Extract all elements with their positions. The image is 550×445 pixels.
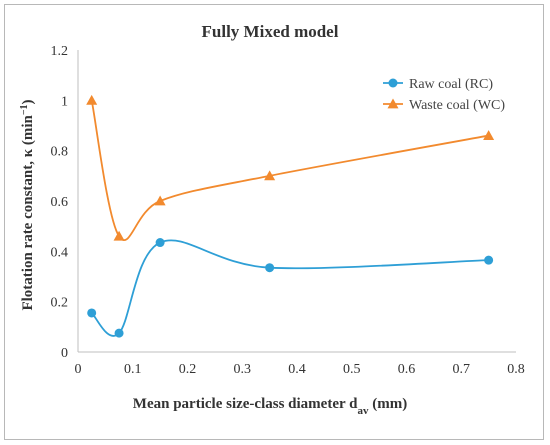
y-tick-label: 0.2: [51, 296, 69, 311]
data-point: [114, 328, 124, 338]
legend-item: Waste coal (WC): [383, 98, 505, 113]
series-layer: [86, 94, 495, 338]
series-line: [90, 100, 489, 241]
legend-swatch-marker: [387, 98, 399, 109]
y-axis-title-sup: −1: [19, 104, 30, 115]
data-point: [87, 308, 97, 318]
y-tick-label: 0.8: [51, 145, 69, 160]
x-tick-label: 0.1: [124, 362, 142, 377]
chart-svg: Fully Mixed model 0 0.1 0.2 0.3 0.4 0.5 0.6 0.7…: [19, 22, 525, 417]
data-point: [264, 170, 276, 181]
data-point: [113, 230, 125, 241]
y-axis-title-end: ): [20, 99, 36, 104]
x-tick-label: 0.8: [507, 362, 525, 377]
y-tick-label: 0.4: [51, 245, 69, 260]
y-axis-title-main: Flotation rate constant, κ (min: [20, 115, 36, 311]
x-tick-label: 0.7: [453, 362, 471, 377]
data-point: [265, 263, 275, 273]
chart-title: Fully Mixed model: [202, 22, 339, 41]
series-waste-coal: [86, 94, 495, 241]
series-raw-coal: [87, 238, 494, 338]
x-tick-label: 0.3: [234, 362, 252, 377]
y-axis-title: Flotation rate constant, κ (min−1): [19, 99, 37, 310]
legend-label: Waste coal (WC): [409, 98, 505, 113]
data-point: [86, 94, 98, 105]
x-tick-label: 0.4: [288, 362, 306, 377]
legend: Raw coal (RC) Waste coal (WC): [383, 77, 505, 113]
x-axis-title-unit: (mm): [368, 396, 407, 412]
data-point: [154, 195, 166, 206]
chart-frame: Fully Mixed model 0 0.1 0.2 0.3 0.4 0.5 0.6 0.7…: [4, 4, 544, 440]
axes: [77, 50, 516, 353]
legend-item: Raw coal (RC): [383, 77, 493, 92]
x-axis-title-sub: av: [357, 405, 369, 417]
y-tick-label: 0: [61, 346, 68, 361]
x-tick-label: 0: [75, 362, 82, 377]
data-point: [483, 130, 495, 140]
y-tick-label: 1.2: [51, 44, 69, 59]
data-point: [484, 255, 494, 265]
x-axis-title-main: Mean particle size-class diameter d: [133, 396, 358, 412]
x-tick-label: 0.5: [343, 362, 361, 377]
legend-swatch-marker: [388, 78, 398, 88]
legend-label: Raw coal (RC): [409, 77, 493, 92]
x-tick-label: 0.6: [398, 362, 416, 377]
series-line: [91, 239, 489, 337]
x-axis-title: Mean particle size-class diameter dav (m…: [133, 396, 407, 417]
x-tick-label: 0.2: [179, 362, 197, 377]
y-tick-label: 0.6: [51, 195, 69, 210]
y-tick-label: 1: [61, 94, 68, 109]
tick-labels: 0 0.1 0.2 0.3 0.4 0.5 0.6 0.7 0.8 0 0.2 0.4 0.6 0.8 1 1…: [51, 44, 525, 377]
data-point: [155, 238, 165, 248]
